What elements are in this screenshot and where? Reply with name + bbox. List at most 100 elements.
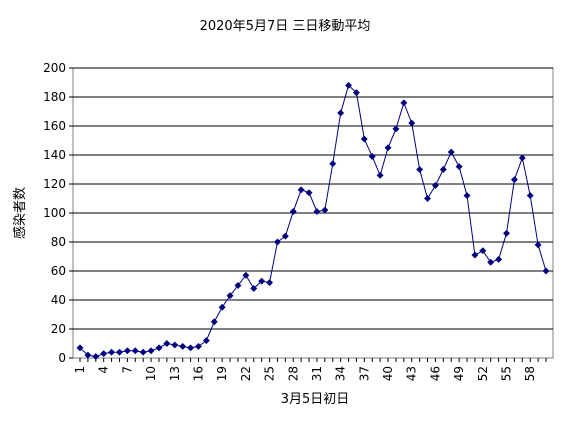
data-point-55: [502, 229, 511, 237]
y-tick-label-100: 100: [43, 206, 66, 220]
data-point-18: [210, 318, 218, 326]
data-point-9: [139, 348, 147, 356]
x-tick-label-34: 34: [334, 366, 348, 381]
x-tick-label-25: 25: [263, 366, 277, 381]
data-point-14: [179, 342, 187, 350]
data-point-20: [226, 292, 234, 300]
data-point-43: [408, 119, 416, 127]
y-tick-label-120: 120: [43, 177, 66, 191]
y-axis-label: 感染者数: [12, 187, 28, 239]
x-axis-label: 3月5日初日: [281, 392, 350, 407]
y-tick-label-160: 160: [43, 119, 66, 133]
data-point-28: [289, 207, 297, 216]
data-point-1: [76, 344, 84, 352]
data-point-52: [479, 247, 487, 255]
data-point-38: [368, 152, 376, 161]
x-tick-label-1: 1: [73, 366, 87, 374]
y-axis-ticks: 0 20 40 60 80 100 120 140 160 180 200: [43, 61, 73, 365]
data-point-35: [344, 81, 353, 89]
data-point-6: [115, 348, 124, 356]
data-point-17: [202, 337, 210, 345]
y-tick-label-200: 200: [43, 61, 66, 75]
y-tick-label-0: 0: [58, 351, 66, 365]
data-point-31: [313, 207, 321, 216]
data-point-26: [273, 238, 282, 246]
x-tick-label-49: 49: [452, 366, 466, 381]
data-point-40: [384, 144, 392, 152]
data-point-24: [258, 277, 266, 285]
data-point-46: [431, 181, 439, 190]
data-point-4: [100, 350, 108, 358]
x-tick-label-31: 31: [310, 366, 324, 381]
x-tick-label-43: 43: [405, 366, 419, 381]
y-tick-label-40: 40: [51, 293, 66, 307]
grid-lines: [73, 67, 553, 330]
data-point-39: [376, 171, 384, 179]
data-point-2: [84, 351, 92, 359]
data-point-7: [123, 347, 131, 355]
x-tick-label-37: 37: [357, 366, 371, 381]
data-point-25: [266, 279, 274, 287]
series-layer: [76, 81, 550, 361]
y-tick-label-60: 60: [51, 264, 66, 278]
data-point-58: [526, 192, 534, 200]
data-point-60: [542, 267, 550, 275]
x-tick-label-7: 7: [120, 366, 134, 374]
y-tick-label-80: 80: [51, 235, 66, 249]
y-tick-label-20: 20: [51, 322, 66, 336]
data-point-29: [297, 186, 305, 194]
data-point-42: [400, 99, 408, 107]
data-point-21: [234, 281, 242, 290]
x-tick-label-13: 13: [168, 366, 182, 381]
data-point-37: [360, 135, 368, 143]
data-point-54: [495, 255, 503, 263]
x-tick-label-40: 40: [381, 366, 395, 381]
x-tick-label-10: 10: [144, 366, 158, 381]
data-point-53: [487, 258, 495, 266]
x-axis-ticks: 1 4 7 10 13 16 19 22 25 28 31 34 37 40 43 46 49 52 55 58: [73, 358, 547, 381]
data-point-15: [187, 344, 195, 352]
x-tick-label-28: 28: [286, 366, 300, 381]
data-point-30: [305, 189, 313, 197]
data-point-16: [194, 342, 203, 350]
x-tick-label-4: 4: [97, 366, 111, 374]
data-point-32: [321, 206, 329, 214]
data-point-23: [250, 284, 258, 292]
data-point-5: [108, 348, 116, 356]
data-point-59: [534, 241, 542, 249]
data-point-22: [242, 271, 250, 279]
data-point-11: [155, 344, 163, 352]
x-tick-label-52: 52: [476, 366, 490, 381]
data-point-34: [337, 109, 345, 117]
data-point-49: [455, 163, 463, 171]
x-tick-label-46: 46: [428, 366, 442, 381]
data-point-48: [447, 148, 455, 156]
data-point-27: [281, 232, 289, 240]
y-tick-label-180: 180: [43, 90, 66, 104]
x-tick-label-19: 19: [215, 366, 229, 381]
data-point-10: [147, 347, 155, 355]
data-point-19: [218, 303, 226, 311]
data-point-33: [329, 160, 337, 168]
x-tick-label-55: 55: [500, 366, 514, 381]
data-point-41: [392, 125, 400, 133]
data-point-51: [471, 251, 479, 259]
y-tick-label-140: 140: [43, 148, 66, 162]
chart-title: 2020年5月7日 三日移動平均: [200, 19, 371, 34]
data-point-44: [416, 165, 424, 174]
data-point-57: [518, 154, 526, 162]
data-point-36: [352, 89, 360, 97]
x-tick-label-22: 22: [239, 366, 253, 381]
x-tick-label-16: 16: [191, 366, 205, 381]
data-point-3: [92, 352, 100, 361]
data-point-47: [439, 165, 447, 174]
data-point-12: [163, 339, 171, 348]
data-point-56: [510, 176, 518, 184]
data-point-8: [131, 347, 139, 355]
x-tick-label-58: 58: [523, 366, 537, 381]
data-point-45: [423, 194, 432, 203]
data-point-13: [171, 341, 179, 349]
data-point-50: [463, 192, 471, 200]
